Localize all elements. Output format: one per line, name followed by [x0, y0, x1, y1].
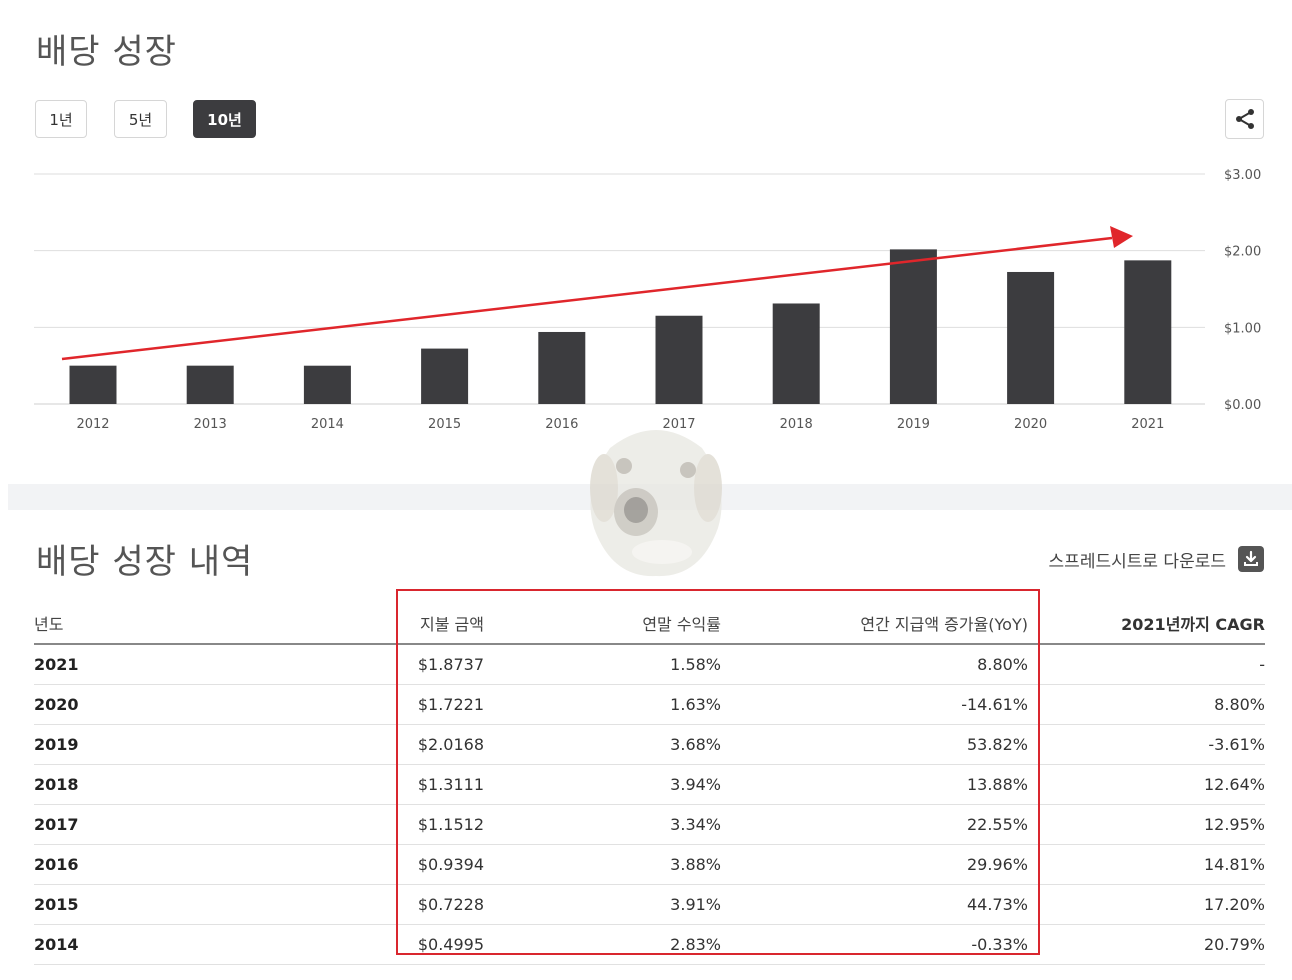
trend-arrowhead [1110, 226, 1133, 248]
cell-cagr: 8.80% [1028, 684, 1265, 725]
cell-yield: 1.58% [484, 644, 721, 685]
history-title: 배당 성장 내역 [36, 542, 254, 582]
cell-year: 2016 [34, 844, 394, 885]
cell-yoy: 13.88% [721, 764, 1028, 805]
cell-yoy: 22.55% [721, 804, 1028, 845]
cell-yield: 1.63% [484, 684, 721, 725]
cell-amount: $1.1512 [394, 804, 484, 845]
bar [69, 365, 117, 404]
y-tick-label: $3.00 [1224, 168, 1261, 183]
download-icon [1238, 546, 1264, 572]
cell-cagr: 12.95% [1028, 804, 1265, 845]
cell-yoy: 8.80% [721, 644, 1028, 685]
cell-amount: $0.9394 [394, 844, 484, 885]
download-spreadsheet-link[interactable]: 스프레드시트로 다운로드 [1049, 546, 1264, 572]
cell-amount: $1.8737 [394, 644, 484, 685]
x-tick-label: 2013 [194, 417, 227, 432]
bar [1007, 271, 1055, 404]
x-tick-label: 2016 [545, 417, 578, 432]
table-row: 2020 $1.7221 1.63% -14.61% 8.80% [34, 684, 1265, 725]
cell-yield: 2.83% [484, 924, 721, 965]
dividend-growth-chart: $0.00 $1.00 $2.00 $3.00 2012 2013 2014 2015 2016… [34, 168, 1261, 432]
cell-cagr: 14.81% [1028, 844, 1265, 885]
cell-cagr: 12.64% [1028, 764, 1265, 805]
bar [889, 249, 937, 404]
table-row: 2016 $0.9394 3.88% 29.96% 14.81% [34, 844, 1265, 885]
col-cagr-header: 2021년까지 CAGR [1028, 603, 1265, 645]
cell-cagr: 20.79% [1028, 924, 1265, 965]
col-amount-header: 지불 금액 [394, 603, 484, 645]
cell-cagr: 17.20% [1028, 884, 1265, 925]
x-tick-label: 2019 [897, 417, 930, 432]
cell-year: 2015 [34, 884, 394, 925]
x-tick-label: 2021 [1131, 417, 1164, 432]
table-row: 2014 $0.4995 2.83% -0.33% 20.79% [34, 924, 1265, 965]
cell-cagr: -3.61% [1028, 724, 1265, 765]
col-yoy-header: 연간 지급액 증가율(YoY) [721, 603, 1028, 645]
cell-yield: 3.88% [484, 844, 721, 885]
bar [303, 365, 351, 404]
share-icon [1235, 109, 1254, 129]
col-year-header: 년도 [34, 603, 394, 645]
x-tick-label: 2014 [311, 417, 344, 432]
cell-year: 2014 [34, 924, 394, 965]
cell-amount: $1.3111 [394, 764, 484, 805]
bar [655, 315, 703, 404]
cell-year: 2018 [34, 764, 394, 805]
cell-yoy: 29.96% [721, 844, 1028, 885]
cell-yield: 3.91% [484, 884, 721, 925]
table-row: 2018 $1.3111 3.94% 13.88% 12.64% [34, 764, 1265, 805]
cell-amount: $0.4995 [394, 924, 484, 965]
col-yield-header: 연말 수익률 [484, 603, 721, 645]
y-tick-label: $2.00 [1224, 245, 1261, 260]
y-tick-label: $1.00 [1224, 321, 1261, 336]
x-tick-label: 2015 [428, 417, 461, 432]
table-row: 2015 $0.7228 3.91% 44.73% 17.20% [34, 884, 1265, 925]
cell-yield: 3.94% [484, 764, 721, 805]
table-row: 2019 $2.0168 3.68% 53.82% -3.61% [34, 724, 1265, 765]
cell-year: 2020 [34, 684, 394, 725]
range-1y-button[interactable]: 1년 [35, 100, 87, 138]
trend-line [61, 236, 1113, 361]
y-tick-label: $0.00 [1224, 398, 1261, 413]
download-label: 스프레드시트로 다운로드 [1048, 551, 1226, 572]
bar [538, 331, 586, 404]
cell-year: 2021 [34, 644, 394, 685]
range-5y-button[interactable]: 5년 [114, 100, 167, 138]
x-tick-label: 2018 [780, 417, 813, 432]
cell-yield: 3.34% [484, 804, 721, 845]
dog-sticker-image [590, 430, 722, 577]
cell-yoy: 44.73% [721, 884, 1028, 925]
table-row: 2021 $1.8737 1.58% 8.80% - [34, 644, 1265, 685]
cell-amount: $2.0168 [394, 724, 484, 765]
dividend-history-table: 년도 지불 금액 연말 수익률 연간 지급액 증가율(YoY) 2021년까지 … [34, 603, 1265, 965]
cell-yoy: -14.61% [721, 684, 1028, 725]
cell-year: 2019 [34, 724, 394, 765]
table-row: 2017 $1.1512 3.34% 22.55% 12.95% [34, 804, 1265, 845]
table-header-row: 년도 지불 금액 연말 수익률 연간 지급액 증가율(YoY) 2021년까지 … [34, 603, 1265, 645]
x-tick-label: 2012 [76, 417, 109, 432]
bar [421, 348, 469, 404]
cell-amount: $0.7228 [394, 884, 484, 925]
x-tick-label: 2020 [1014, 417, 1047, 432]
range-10y-button[interactable]: 10년 [193, 100, 256, 138]
share-button[interactable] [1225, 99, 1264, 139]
cell-year: 2017 [34, 804, 394, 845]
cell-yield: 3.68% [484, 724, 721, 765]
bar [1124, 260, 1172, 404]
x-tick-label: 2017 [662, 417, 695, 432]
bar [186, 365, 234, 404]
cell-yoy: 53.82% [721, 724, 1028, 765]
cell-amount: $1.7221 [394, 684, 484, 725]
bar [772, 303, 820, 404]
cell-cagr: - [1028, 644, 1265, 685]
page-title: 배당 성장 [36, 32, 177, 72]
cell-yoy: -0.33% [721, 924, 1028, 965]
